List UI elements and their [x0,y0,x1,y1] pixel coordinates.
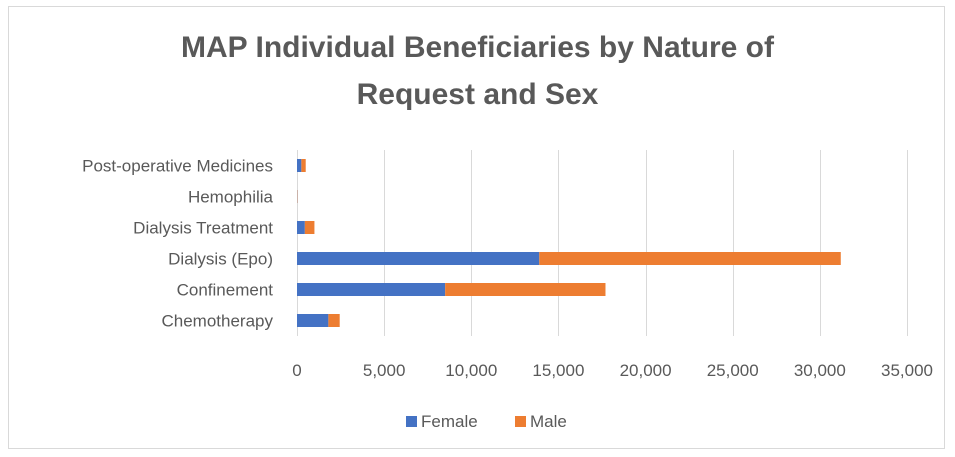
category-label: Post-operative Medicines [82,157,273,176]
category-label: Chemotherapy [161,312,273,331]
chart-title-line-1: MAP Individual Beneficiaries by Nature o… [181,31,774,64]
category-label: Dialysis (Epo) [168,250,273,269]
bars [297,159,841,327]
chart-frame [8,6,945,449]
bar-female-5 [297,159,302,172]
category-labels: Chemotherapy Confinement Dialysis (Epo) Dia… [82,157,273,331]
x-tick-label: 15,000 [532,361,584,380]
bar-male-5 [301,159,306,172]
legend-label-female: Female [421,412,478,431]
chart-title: MAP Individual Beneficiaries by Nature o… [0,24,955,118]
bar-male-3 [304,221,315,234]
bar-female-0 [297,314,329,327]
category-label: Hemophilia [188,188,274,207]
category-label: Confinement [177,281,274,300]
x-tick-label: 10,000 [445,361,497,380]
x-tick-label: 30,000 [794,361,846,380]
x-tick-label: 25,000 [707,361,759,380]
bar-female-2 [297,252,540,265]
legend: Female Male [406,412,567,431]
x-tick-label: 5,000 [363,361,406,380]
bar-female-3 [297,221,305,234]
category-label: Dialysis Treatment [133,219,273,238]
chart-title-line-2: Request and Sex [356,78,599,111]
x-tick-labels: 0 5,000 10,000 15,000 20,000 25,000 30,000 35,0… [292,361,933,380]
gridlines [297,150,908,336]
legend-swatch-male [515,416,526,427]
legend-swatch-female [406,416,417,427]
legend-label-male: Male [530,412,567,431]
bar-female-1 [297,283,446,296]
bar-male-0 [328,314,340,327]
x-tick-label: 20,000 [620,361,672,380]
x-tick-label: 35,000 [881,361,933,380]
bar-male-1 [445,283,606,296]
x-tick-label: 0 [292,361,301,380]
bar-male-2 [539,252,841,265]
